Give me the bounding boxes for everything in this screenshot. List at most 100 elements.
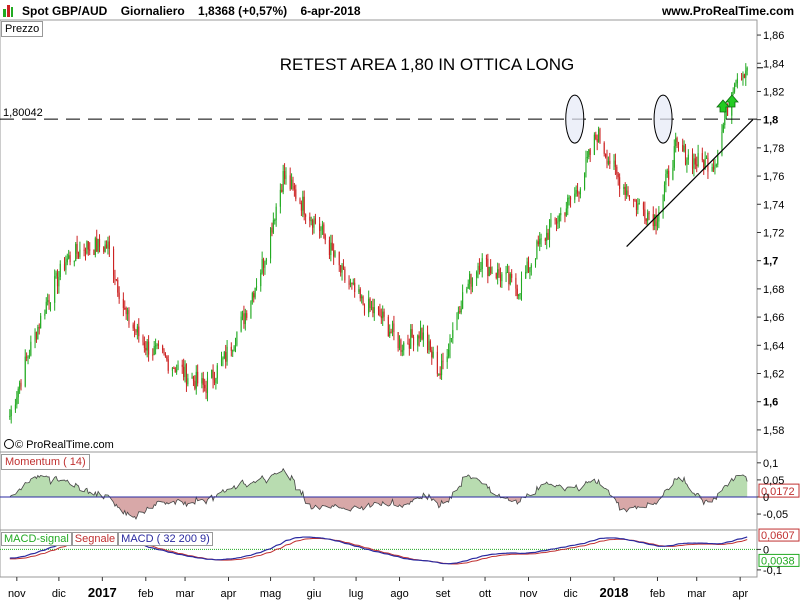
candle-body (328, 240, 330, 256)
candle-body (574, 193, 576, 200)
candle-body (156, 344, 158, 346)
candle-body (452, 330, 454, 339)
candle-body (596, 138, 598, 142)
time-tick-label: mag (260, 588, 281, 600)
candle-body (105, 244, 108, 249)
time-tick-label: feb (650, 588, 665, 600)
candle-body (456, 312, 458, 331)
candle-body (584, 172, 586, 190)
candle-body (735, 83, 737, 85)
candle-body (48, 300, 50, 304)
candle-body (466, 288, 468, 293)
candle-body (432, 351, 434, 358)
candle-body (635, 200, 637, 210)
axes-labels: 1,58 1,6 1,62 1,64 1,66 1,68 1,7 1,72 1,74 1,76 1,… (8, 30, 788, 600)
candle-body (673, 146, 675, 168)
candle-body (536, 241, 538, 260)
candle-body (668, 170, 670, 180)
candle-body (675, 138, 677, 147)
candle-body (644, 209, 646, 219)
candle-body (498, 269, 500, 275)
price-tick-label: 1,58 (763, 425, 784, 437)
candle-body (34, 332, 36, 342)
candle-body (588, 149, 590, 157)
candle-body (250, 301, 252, 318)
candle-body (77, 253, 80, 257)
candle-body (373, 307, 375, 314)
momentum-tick-label: 0,1 (763, 458, 778, 470)
candle-body (56, 272, 59, 287)
candle-body (342, 265, 345, 270)
candle-body (264, 261, 266, 268)
candle-body (448, 349, 450, 357)
candle-body (194, 380, 196, 389)
candle-body (387, 316, 389, 337)
candle-body (192, 376, 195, 381)
candle-body (616, 166, 618, 174)
candle-body (310, 220, 312, 222)
time-tick-label: lug (349, 588, 364, 600)
macd-signal-value-box (758, 553, 800, 567)
candle-body (628, 195, 630, 200)
uptrend-line (626, 119, 754, 247)
candle-body (28, 355, 30, 358)
candle-body (703, 160, 705, 170)
candle-body (460, 308, 462, 313)
price-tick-label: 1,74 (763, 199, 784, 211)
candle-body (331, 242, 333, 251)
candle-body (722, 125, 724, 132)
website-link[interactable]: www.ProRealTime.com (661, 4, 794, 18)
copyright-text: © ProRealTime.com (15, 439, 114, 451)
candle-body (575, 190, 577, 194)
price-tick-label: 1,84 (763, 58, 784, 70)
candle-body (233, 346, 235, 351)
candle-body (511, 274, 513, 278)
candle-body (75, 244, 77, 262)
time-tick-label: ott (479, 588, 491, 600)
candle-body (226, 346, 228, 362)
candle-body (544, 238, 546, 241)
candle-body (609, 160, 611, 164)
candle-body (638, 203, 640, 205)
timeframe: Giornaliero (120, 4, 185, 18)
candle-body (181, 364, 183, 367)
candle-body (37, 327, 39, 340)
candle-body (362, 296, 364, 306)
candle-body (55, 272, 57, 277)
candle-body (162, 345, 164, 351)
candle-body (212, 369, 214, 381)
candle-body (211, 369, 213, 378)
candle-body (30, 341, 32, 356)
candle-body (275, 206, 277, 221)
candle-body (518, 294, 520, 297)
candle-body (508, 271, 510, 285)
candle-body (108, 241, 110, 249)
buy-signal-arrow-icon (725, 94, 739, 108)
candle-body (361, 296, 363, 299)
candle-body (58, 276, 60, 287)
candle-body (117, 280, 119, 293)
candle-body (285, 175, 287, 180)
candle-body (397, 332, 399, 349)
candle-body (568, 197, 570, 199)
candle-body (197, 371, 199, 384)
candle-body (418, 335, 420, 339)
candle-body (134, 328, 136, 330)
candle-body (314, 218, 316, 224)
candle-body (645, 218, 647, 222)
candle-body (742, 74, 744, 80)
candle-body (379, 309, 381, 317)
candle-body (173, 367, 175, 369)
price-panel-frame (0, 19, 758, 453)
candle-body (450, 338, 452, 340)
candle-body (663, 184, 666, 195)
macd-tick-label: -0,1 (763, 565, 782, 577)
candle-body (223, 352, 225, 359)
candle-body (449, 338, 451, 350)
candle-body (411, 329, 413, 337)
candle-body (499, 274, 502, 282)
candle-body (595, 134, 597, 139)
candle-body (627, 190, 629, 196)
candle-body (338, 251, 340, 266)
